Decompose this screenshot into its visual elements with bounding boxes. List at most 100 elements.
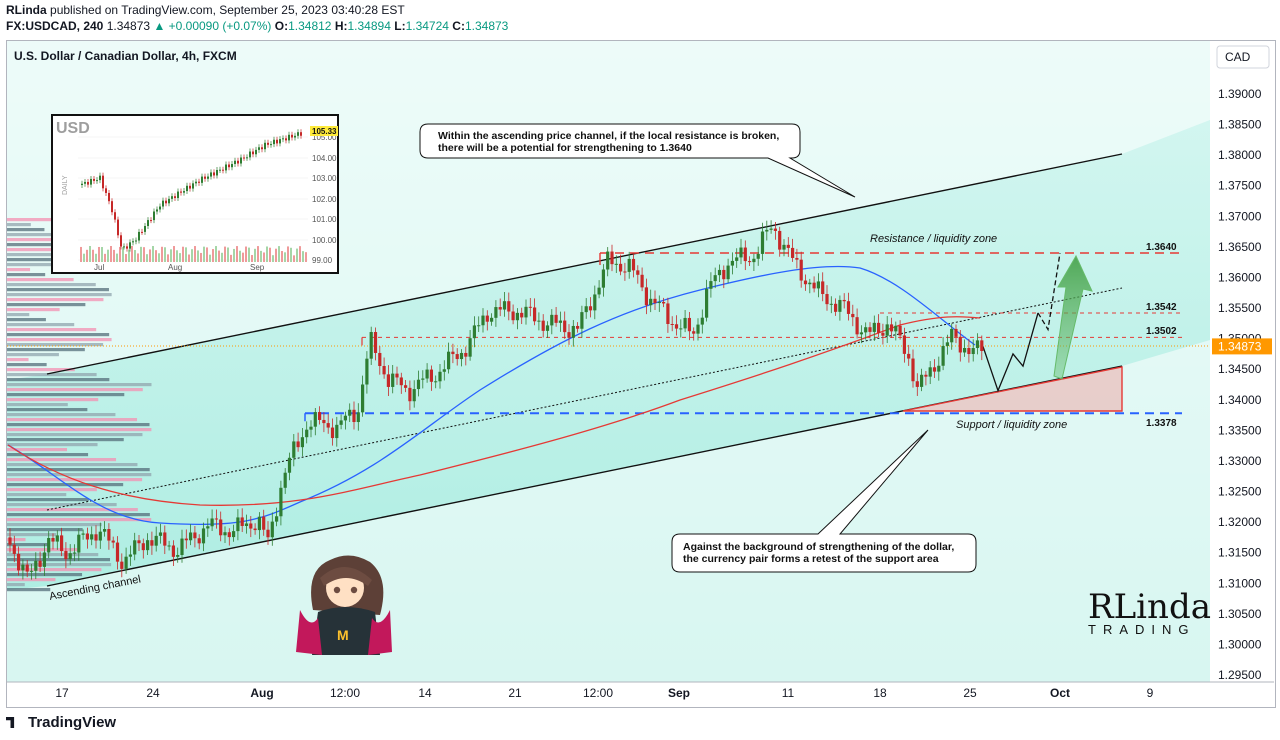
last-price: 1.34873 bbox=[106, 19, 151, 33]
candle-body bbox=[227, 532, 231, 538]
candle-body bbox=[769, 228, 773, 230]
top-callout-line1: Within the ascending price channel, if t… bbox=[438, 130, 779, 142]
inset-volume-bar bbox=[95, 253, 97, 262]
inset-volume-bar bbox=[122, 247, 124, 262]
candle-body bbox=[915, 381, 919, 387]
candle-body bbox=[94, 534, 98, 541]
open-value: 1.34812 bbox=[288, 19, 332, 33]
y-tick-label: 1.37000 bbox=[1218, 209, 1262, 223]
inset-candle-body bbox=[228, 164, 230, 168]
inset-volume-bar bbox=[170, 249, 172, 262]
inset-candle-body bbox=[288, 134, 290, 141]
volume-profile-bar bbox=[7, 428, 152, 432]
inset-candle-body bbox=[246, 157, 248, 159]
x-tick-label: 21 bbox=[508, 686, 522, 700]
candle-body bbox=[614, 263, 618, 265]
candle-body bbox=[111, 540, 115, 543]
candle-body bbox=[623, 271, 627, 273]
candle-body bbox=[752, 258, 756, 263]
x-tick-label: 18 bbox=[873, 686, 887, 700]
x-tick-label: 14 bbox=[418, 686, 432, 700]
candle-body bbox=[47, 537, 51, 553]
candle-body bbox=[821, 281, 825, 295]
candle-body bbox=[911, 358, 915, 382]
price-change: ▲ +0.00090 (+0.07%) bbox=[153, 19, 272, 33]
volume-profile-bar bbox=[7, 273, 46, 277]
candle-body bbox=[571, 325, 575, 338]
candle-body bbox=[38, 560, 42, 567]
y-tick-label: 1.32000 bbox=[1218, 515, 1262, 529]
chart-frame[interactable] bbox=[6, 40, 1276, 708]
avatar-bangs bbox=[320, 566, 372, 586]
inset-candle-body bbox=[129, 242, 131, 249]
inset-candle-body bbox=[207, 176, 209, 179]
inset-candle-body bbox=[168, 198, 170, 204]
candle-body bbox=[382, 366, 386, 375]
candle-body bbox=[515, 312, 519, 321]
inset-candle-body bbox=[213, 172, 215, 176]
candle-body bbox=[25, 564, 29, 572]
candle-body bbox=[920, 374, 924, 387]
candle-body bbox=[425, 369, 429, 379]
candle-body bbox=[266, 529, 270, 538]
candle-body bbox=[674, 324, 679, 329]
candle-body bbox=[700, 317, 704, 325]
inset-candle-body bbox=[222, 169, 224, 171]
candle-body bbox=[864, 327, 868, 333]
inset-volume-bar bbox=[290, 247, 292, 262]
candle-body bbox=[619, 263, 623, 272]
candle-body bbox=[924, 374, 928, 377]
tradingview-footer[interactable]: TradingView bbox=[6, 714, 116, 731]
candle-body bbox=[180, 538, 184, 555]
candle-body bbox=[829, 303, 833, 305]
volume-profile-bar bbox=[7, 438, 124, 442]
volume-profile-bar bbox=[7, 463, 138, 467]
candle-body bbox=[137, 540, 141, 544]
inset-candle-body bbox=[231, 164, 233, 168]
candle-body bbox=[399, 377, 403, 386]
candle-body bbox=[201, 528, 206, 544]
low-value: 1.34724 bbox=[405, 19, 449, 33]
inset-volume-bar bbox=[167, 254, 169, 262]
inset-volume-bar bbox=[242, 252, 244, 262]
inset-title: USD bbox=[56, 120, 90, 137]
volume-profile-bar bbox=[7, 338, 112, 342]
y-tick-label: 1.29500 bbox=[1218, 668, 1262, 682]
inset-candle-body bbox=[294, 135, 296, 138]
inset-candle-body bbox=[297, 132, 299, 136]
inset-volume-bar bbox=[209, 254, 211, 262]
resistance-zone-label: Resistance / liquidity zone bbox=[870, 233, 997, 245]
candle-body bbox=[528, 306, 532, 308]
candle-body bbox=[176, 554, 180, 557]
drawing-layer bbox=[7, 153, 1210, 587]
volume-profile-bar bbox=[7, 343, 104, 347]
inset-y-tick: 99.00 bbox=[312, 256, 333, 265]
candle-body bbox=[249, 523, 253, 529]
publisher-name[interactable]: RLinda bbox=[6, 3, 47, 17]
inset-candle-body bbox=[210, 172, 212, 177]
candle-body bbox=[451, 351, 455, 355]
inset-volume-bar bbox=[143, 247, 145, 262]
x-tick-label: 11 bbox=[782, 686, 795, 700]
candle-body bbox=[877, 322, 881, 333]
y-tick-label: 1.34000 bbox=[1218, 393, 1262, 407]
candle-body bbox=[803, 280, 808, 285]
volume-profile-bar bbox=[7, 323, 75, 327]
volume-profile-bar bbox=[7, 528, 83, 532]
inset-candle-body bbox=[90, 178, 92, 185]
inset-y-tick: 104.00 bbox=[312, 154, 337, 163]
inset-volume-bar bbox=[191, 249, 193, 262]
inset-candle-body bbox=[165, 200, 167, 204]
inset-volume-bar bbox=[140, 246, 142, 262]
candle-body bbox=[313, 412, 317, 427]
inset-candle-body bbox=[195, 181, 197, 184]
candle-body bbox=[8, 537, 12, 545]
volume-profile-bar bbox=[7, 373, 97, 377]
candle-body bbox=[472, 325, 476, 339]
y-tick-label: 1.35500 bbox=[1218, 301, 1262, 315]
volume-profile-bar bbox=[7, 443, 98, 447]
volume-profile-bar bbox=[7, 388, 143, 392]
volume-profile-bar bbox=[7, 508, 138, 512]
inset-candle-body bbox=[105, 188, 107, 193]
